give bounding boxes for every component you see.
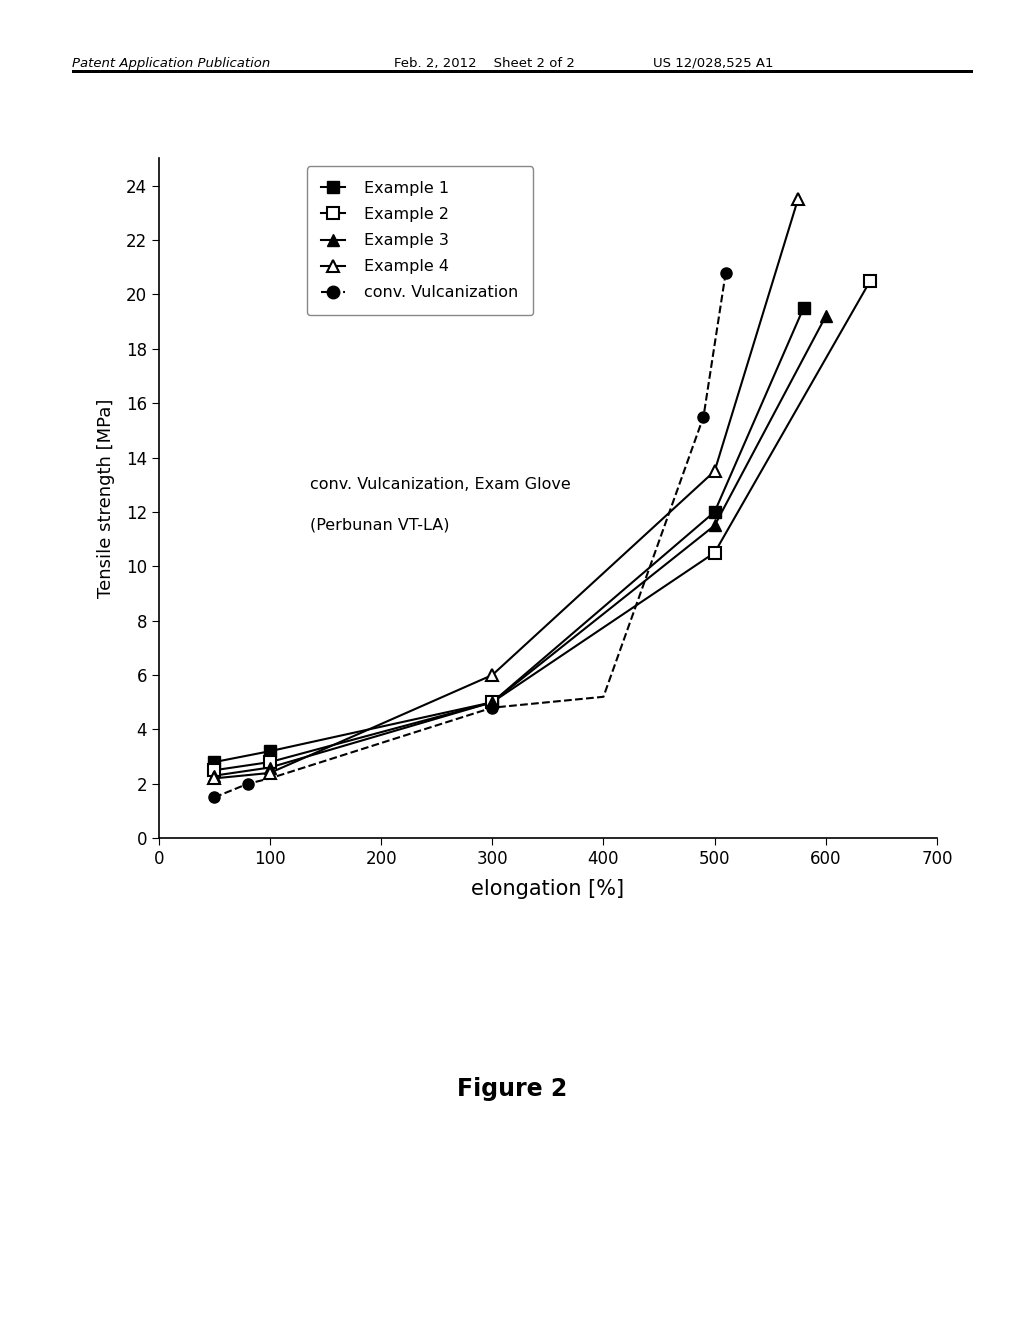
Text: Feb. 2, 2012    Sheet 2 of 2: Feb. 2, 2012 Sheet 2 of 2 xyxy=(394,57,575,70)
X-axis label: elongation [%]: elongation [%] xyxy=(471,879,625,899)
Text: Patent Application Publication: Patent Application Publication xyxy=(72,57,270,70)
Text: conv. Vulcanization, Exam Glove: conv. Vulcanization, Exam Glove xyxy=(310,478,571,492)
Text: (Perbunan VT-LA): (Perbunan VT-LA) xyxy=(310,517,450,533)
Text: US 12/028,525 A1: US 12/028,525 A1 xyxy=(653,57,774,70)
Text: Figure 2: Figure 2 xyxy=(457,1077,567,1101)
Legend: Example 1, Example 2, Example 3, Example 4, conv. Vulcanization: Example 1, Example 2, Example 3, Example… xyxy=(307,166,532,315)
Y-axis label: Tensile strength [MPa]: Tensile strength [MPa] xyxy=(96,399,115,598)
